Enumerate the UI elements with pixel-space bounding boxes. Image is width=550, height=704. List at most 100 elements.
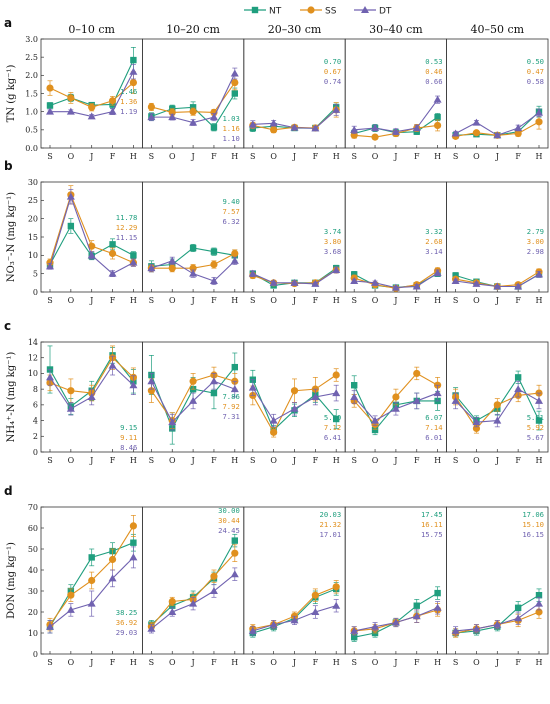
series-dt — [451, 108, 543, 139]
panel-b-3: S O J F H 3.743.803.68 — [243, 181, 346, 305]
x-tick-label: J — [393, 296, 397, 305]
data-point — [332, 583, 340, 591]
data-point — [189, 118, 198, 126]
x-tick-label: J — [190, 456, 194, 465]
data-point — [88, 554, 95, 561]
data-point — [269, 620, 278, 628]
data-point — [434, 589, 441, 597]
data-point — [147, 103, 155, 111]
mean-annotation: 24.45 — [218, 526, 240, 535]
data-point — [231, 537, 238, 544]
x-tick-label: J — [495, 152, 499, 161]
x-tick-label: H — [434, 152, 441, 161]
legend-marker — [361, 6, 369, 13]
data-point — [371, 426, 379, 434]
x-tick-label: F — [515, 296, 521, 305]
data-point — [87, 599, 96, 607]
data-point — [493, 620, 502, 628]
x-tick-label: J — [89, 456, 93, 465]
y-tick-label: 10 — [28, 629, 38, 638]
data-point — [269, 119, 278, 127]
data-point — [472, 279, 481, 287]
y-tick-label: 12 — [28, 354, 38, 363]
y-tick-label: 70 — [28, 503, 38, 512]
data-point — [66, 192, 75, 200]
x-tick-label: O — [68, 152, 75, 161]
data-point — [311, 279, 320, 287]
x-tick-label: F — [414, 456, 420, 465]
panel-a-4: S O J F H 0.530.460.66 — [344, 38, 448, 161]
mean-annotation: 8.46 — [120, 443, 137, 452]
y-tick-label: 1.5 — [25, 89, 38, 98]
x-tick-label: H — [231, 658, 238, 667]
data-point — [109, 241, 116, 248]
x-tick-label: H — [434, 296, 441, 305]
y-tick-label: 20 — [28, 608, 38, 617]
mean-annotation: 7.92 — [222, 402, 239, 411]
x-tick-label: F — [313, 296, 319, 305]
x-tick-label: S — [149, 658, 154, 667]
panel-frame — [243, 38, 346, 149]
series-dt — [350, 95, 442, 135]
data-point — [290, 616, 299, 624]
x-tick-label: J — [89, 296, 93, 305]
chart-row-a: a TN (g kg⁻¹) 0.0 0.5 1.0 1.5 2.0 2.5 3.0 S O J F H 1.… — [4, 16, 549, 161]
y-tick-label: 14 — [28, 338, 38, 347]
data-point — [332, 601, 341, 609]
data-point — [66, 107, 75, 115]
series-dt — [46, 355, 138, 416]
data-point — [433, 268, 442, 276]
legend-entry-dt: DT — [354, 6, 392, 17]
series-ss — [46, 515, 137, 632]
x-tick-label: H — [130, 152, 137, 161]
data-point — [451, 626, 460, 634]
data-point — [189, 269, 198, 277]
panel-a-3: S O J F H 0.700.670.74 — [243, 38, 346, 161]
data-point — [290, 123, 299, 131]
y-axis-label: NH₄⁺-N (mg kg⁻¹) — [6, 352, 17, 443]
y-tick-label: 0.5 — [25, 126, 38, 135]
mean-annotation: 11.15 — [116, 233, 138, 242]
data-point — [434, 113, 441, 121]
x-tick-label: S — [453, 456, 458, 465]
data-point — [535, 417, 543, 424]
panel-c-2: S O J F H 7.867.927.31 — [141, 341, 245, 465]
x-tick-label: F — [211, 456, 217, 465]
data-point — [189, 104, 197, 111]
data-point — [210, 260, 218, 269]
mean-annotation: 1.03 — [222, 114, 239, 123]
data-point — [493, 282, 502, 290]
data-point — [168, 256, 177, 264]
data-point — [351, 382, 358, 389]
data-point — [168, 418, 177, 426]
x-tick-label: J — [292, 658, 296, 667]
x-tick-label: O — [68, 658, 75, 667]
data-point — [371, 133, 379, 141]
x-tick-label: H — [130, 658, 137, 667]
mean-annotation: 6.01 — [425, 433, 442, 442]
mean-annotation: 1.46 — [120, 87, 137, 96]
x-tick-label: H — [536, 152, 543, 161]
data-point — [168, 608, 177, 615]
data-point — [130, 56, 137, 64]
x-tick-label: J — [292, 296, 296, 305]
x-tick-label: H — [231, 456, 238, 465]
data-point — [351, 634, 358, 641]
data-point — [391, 283, 400, 291]
x-tick-label: O — [372, 658, 379, 667]
data-point — [351, 271, 358, 278]
data-point — [189, 396, 198, 404]
series-dt — [451, 596, 543, 636]
mean-annotation: 0.46 — [425, 67, 442, 76]
y-tick-label: 0 — [33, 288, 38, 297]
data-point — [451, 396, 460, 404]
data-point — [248, 269, 257, 277]
mean-annotation: 2.79 — [527, 227, 544, 236]
y-tick-label: 30 — [28, 178, 38, 187]
data-point — [535, 270, 543, 278]
x-tick-label: O — [372, 152, 379, 161]
x-tick-label: S — [453, 152, 458, 161]
data-point — [147, 113, 156, 121]
data-point — [514, 374, 522, 381]
mean-annotation: 5.91 — [527, 413, 544, 422]
